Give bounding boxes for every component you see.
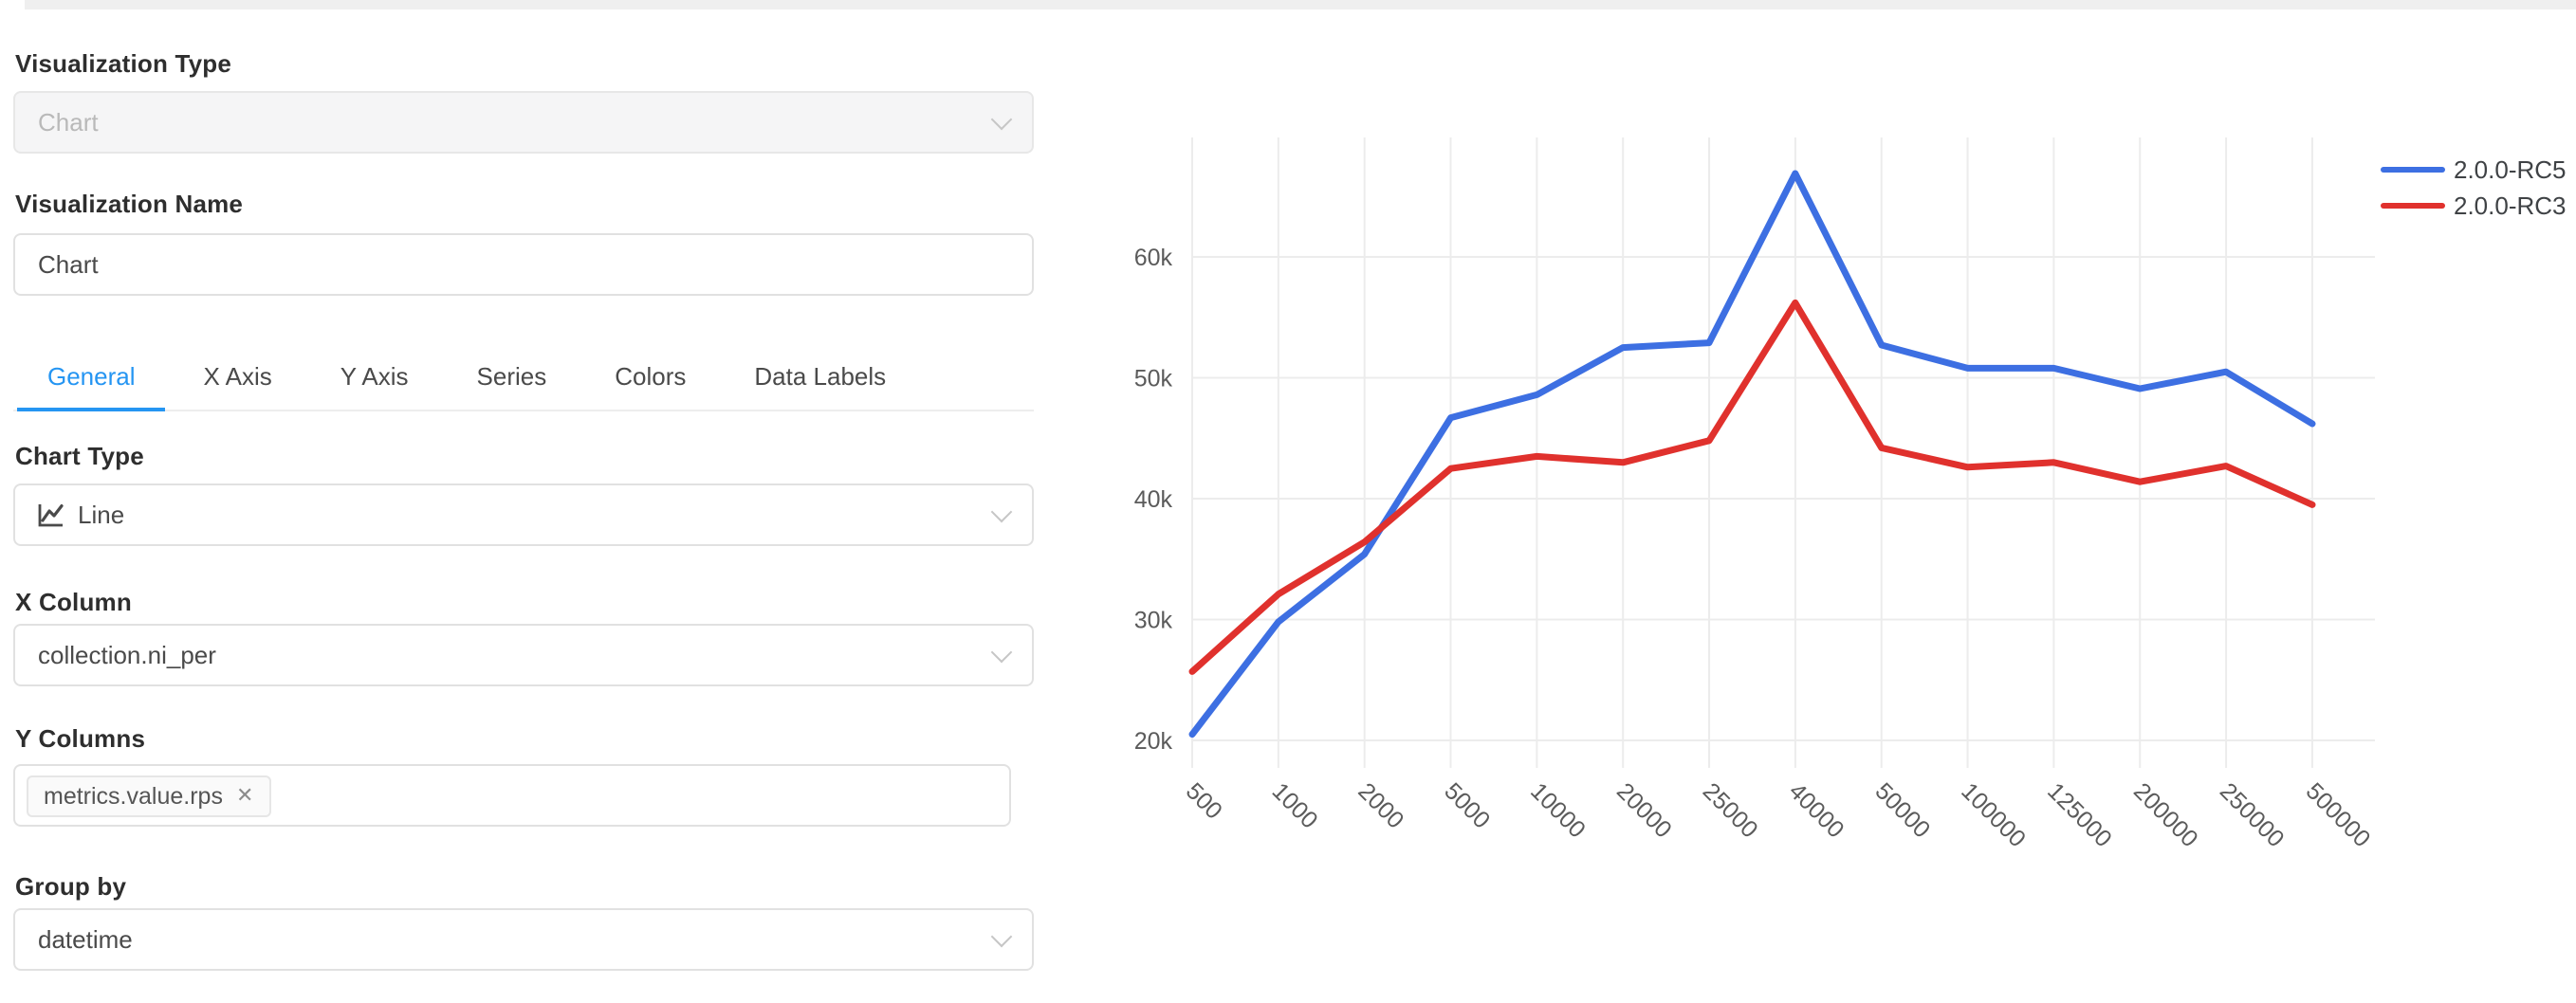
y-axis-tick-label: 30k: [1134, 608, 1173, 634]
visualization-type-label: Visualization Type: [15, 49, 232, 78]
x-axis-tick-label: 40000: [1784, 777, 1849, 843]
remove-tag-icon[interactable]: ✕: [235, 785, 254, 808]
group-by-label: Group by: [15, 872, 127, 901]
legend-label[interactable]: 2.0.0-RC5: [2454, 155, 2567, 184]
x-column-select[interactable]: collection.ni_per: [13, 624, 1034, 686]
group-by-value: datetime: [38, 925, 133, 954]
y-column-tag-text: metrics.value.rps: [44, 782, 223, 809]
tab-y-axis[interactable]: Y Axis: [340, 362, 409, 391]
tab-colors[interactable]: Colors: [615, 362, 687, 391]
y-axis-tick-label: 60k: [1134, 245, 1173, 271]
line-chart-icon: [38, 502, 64, 527]
y-columns-label: Y Columns: [15, 724, 146, 753]
x-axis-tick-label: 1000: [1267, 777, 1323, 833]
x-axis-tick-label: 25000: [1698, 777, 1763, 843]
x-axis-tick-label: 500000: [2301, 777, 2376, 852]
y-columns-multiselect[interactable]: metrics.value.rps ✕: [13, 764, 1011, 827]
x-axis-tick-label: 500: [1181, 777, 1227, 824]
series-line-2.0.0-RC3: [1188, 299, 2316, 675]
tab-x-axis[interactable]: X Axis: [203, 362, 272, 391]
x-axis-tick-label: 250000: [2215, 777, 2290, 852]
chevron-down-icon: [990, 500, 1013, 522]
x-axis-tick-label: 50000: [1869, 777, 1935, 843]
visualization-name-label: Visualization Name: [15, 190, 244, 218]
line-chart-canvas: 20k 30k 40k 50k 60k 500 1000 2000 5000 10000 20000…: [1134, 137, 2567, 852]
config-panel: Visualization Type Chart Visualization N…: [0, 0, 1062, 1003]
x-axis-tick-label: 200000: [2128, 777, 2203, 852]
x-axis-tick-label: 10000: [1525, 777, 1591, 843]
x-column-value: collection.ni_per: [38, 641, 216, 669]
tab-data-labels[interactable]: Data Labels: [754, 362, 887, 391]
y-axis-tick-label: 20k: [1134, 728, 1173, 755]
x-axis-tick-label: 125000: [2042, 777, 2117, 852]
y-axis-tick-label: 50k: [1134, 366, 1173, 392]
chart-type-value: Line: [78, 501, 125, 529]
chart-type-label: Chart Type: [15, 442, 144, 470]
legend-label[interactable]: 2.0.0-RC3: [2454, 191, 2567, 220]
visualization-type-value: Chart: [38, 108, 99, 137]
x-axis-tick-label: 20000: [1611, 777, 1677, 843]
chevron-down-icon: [990, 640, 1013, 663]
tab-general[interactable]: General: [17, 351, 166, 411]
visualization-name-input[interactable]: Chart: [13, 233, 1034, 296]
x-axis-tick-label: 2000: [1352, 777, 1408, 833]
line-chart: 20k 30k 40k 50k 60k 500 1000 2000 5000 10000 20000…: [1055, 110, 2572, 982]
y-axis-tick-label: 40k: [1134, 486, 1173, 513]
y-column-tag: metrics.value.rps ✕: [27, 775, 271, 816]
visualization-name-value: Chart: [38, 250, 99, 279]
group-by-select[interactable]: datetime: [13, 908, 1034, 971]
top-divider: [25, 0, 2576, 9]
visualization-type-select[interactable]: Chart: [13, 91, 1034, 154]
settings-tabs: General X Axis Y Axis Series Colors Data…: [13, 351, 1034, 411]
tab-series[interactable]: Series: [476, 362, 547, 391]
x-column-label: X Column: [15, 588, 132, 616]
chevron-down-icon: [990, 924, 1013, 947]
chart-type-select[interactable]: Line: [13, 483, 1034, 546]
chevron-down-icon: [990, 107, 1013, 130]
x-axis-tick-label: 5000: [1439, 777, 1495, 833]
x-axis-tick-label: 100000: [1956, 777, 2031, 852]
